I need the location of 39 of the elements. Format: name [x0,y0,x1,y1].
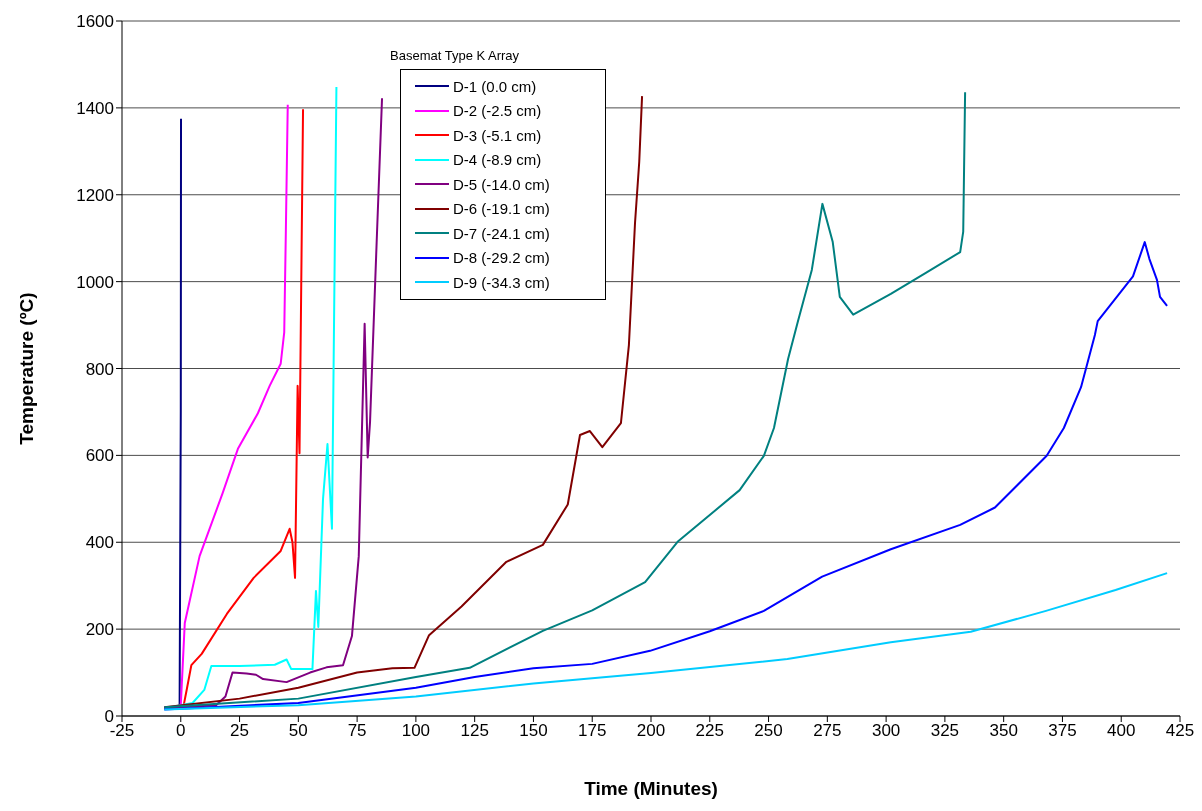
x-tick-label: 150 [519,721,548,741]
legend-label: D-4 (-8.9 cm) [453,151,542,169]
x-tick-label: 350 [989,721,1018,741]
x-tick-label: 125 [460,721,489,741]
x-tick-label: 75 [347,721,367,741]
x-axis-title: Time (Minutes) [584,778,718,799]
legend-label: D-9 (-34.3 cm) [453,273,550,291]
y-axis-title: Temperature (ºC) [15,292,37,445]
x-tick-label: 325 [930,721,960,741]
x-tick-label: 250 [754,721,783,741]
y-tick-label: 1000 [76,272,114,292]
x-tick-label: 100 [401,721,431,741]
y-tick-label: 200 [85,620,114,640]
line-series [163,572,1169,711]
legend-label: D-1 (0.0 cm) [453,77,537,95]
legend-label: D-6 (-19.1 cm) [453,200,550,218]
legend-label: D-3 (-5.1 cm) [453,126,542,144]
legend-label: D-7 (-24.1 cm) [453,224,550,242]
y-tick-label: 1600 [76,12,114,32]
y-tick-label: 1200 [76,185,114,205]
x-tick-label: 425 [1165,721,1195,741]
x-tick-label: 300 [871,721,901,741]
x-tick-label: 25 [230,721,250,741]
legend-label: D-5 (-14.0 cm) [453,175,550,193]
x-tick-label: 375 [1048,721,1077,741]
x-tick-label: 400 [1107,721,1136,741]
x-tick-label: 275 [813,721,842,741]
legend-label: D-2 (-2.5 cm) [453,102,542,120]
legend-label: D-8 (-29.2 cm) [453,249,550,267]
y-tick-label: 400 [85,533,114,553]
y-tick-label: 800 [85,359,114,379]
y-tick-label: 1400 [76,98,114,118]
x-tick-label: 175 [578,721,607,741]
x-tick-label: 0 [176,721,186,741]
x-tick-label: 200 [636,721,666,741]
y-tick-label: 600 [85,446,114,466]
x-tick-label: 50 [288,721,308,741]
x-tick-label: 225 [695,721,724,741]
legend-title: Basemat Type K Array [390,48,521,63]
